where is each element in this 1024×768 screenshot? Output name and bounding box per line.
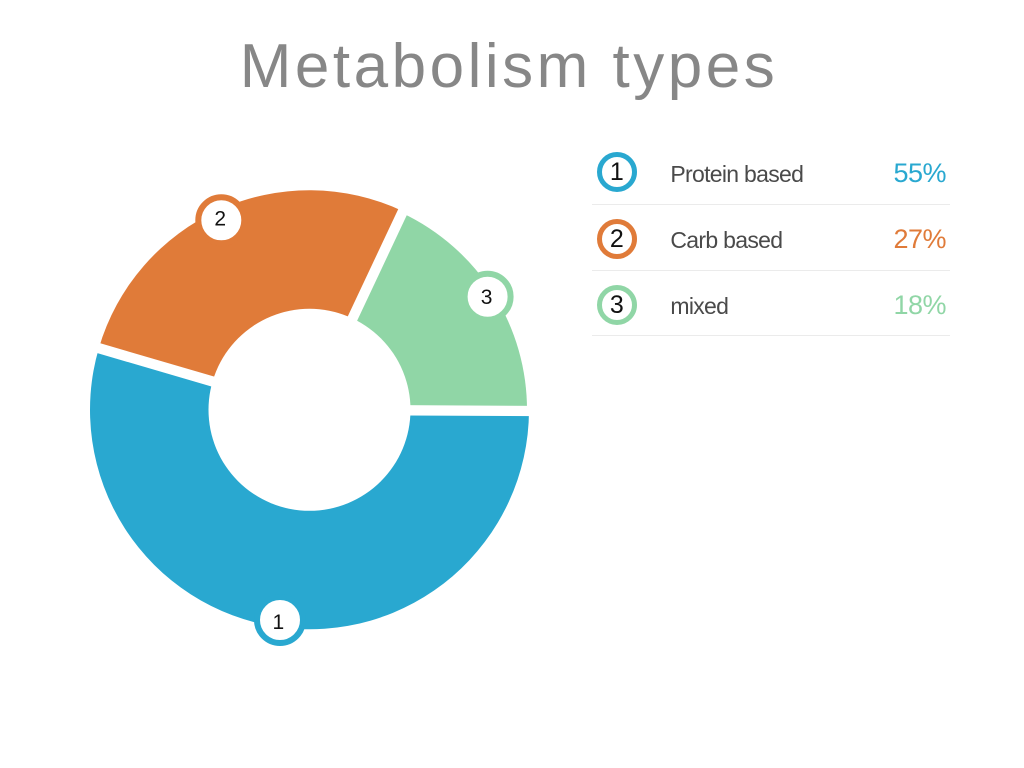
svg-text:1: 1	[273, 611, 285, 634]
svg-text:2: 2	[214, 208, 226, 231]
svg-text:3: 3	[481, 286, 493, 309]
